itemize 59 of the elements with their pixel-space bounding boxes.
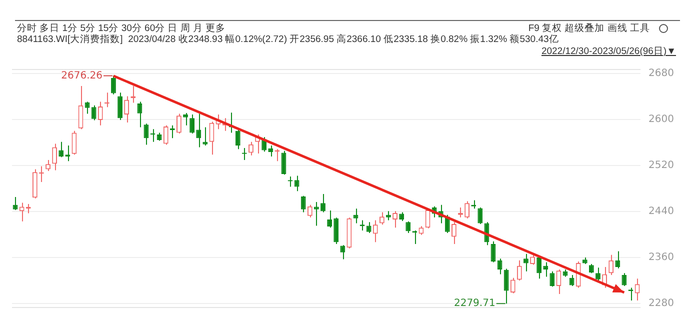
- text: F9 复权 超级叠加 画线 工具: [528, 22, 650, 34]
- candlestick: [615, 250, 620, 269]
- candlestick: [504, 268, 509, 304]
- candlestick: [196, 113, 202, 148]
- candlestick: [52, 143, 58, 171]
- text: 分时 多日 1分 5分 15分 30分 60分 日 周 月 更多: [17, 22, 226, 34]
- y-tick-label: 2360: [648, 252, 674, 264]
- candlestick: [84, 101, 90, 114]
- text: 2022/12/30-2023/05/26(96日)▼: [541, 45, 676, 58]
- candlestick: [320, 194, 326, 213]
- candlestick: [163, 124, 168, 146]
- candlestick: [569, 274, 574, 286]
- candlestick: [235, 128, 240, 150]
- candlestick: [334, 217, 339, 244]
- candlestick: [72, 130, 77, 156]
- candlestick: [137, 101, 142, 128]
- candlestick: [596, 267, 600, 283]
- candlestick: [202, 126, 208, 146]
- candlestick: [183, 112, 188, 126]
- candlestick: [91, 104, 96, 121]
- candlestick: [300, 195, 306, 213]
- candlestick: [366, 222, 372, 234]
- candlestick: [248, 141, 254, 156]
- candlestick: [58, 141, 64, 158]
- candlestick: [510, 277, 516, 294]
- candlestick: [32, 168, 38, 199]
- candlestick: [176, 113, 182, 134]
- y-tick-label: 2440: [648, 206, 674, 218]
- y-tick-label: 2600: [648, 114, 674, 126]
- candlestick: [124, 96, 130, 123]
- y-tick-label: 2680: [648, 68, 674, 80]
- candlestick: [550, 270, 555, 288]
- candlestick: [516, 260, 522, 281]
- candlestick: [118, 92, 122, 120]
- candlestick: [307, 204, 312, 218]
- candlestick: [294, 175, 300, 192]
- candlestick: [524, 253, 528, 272]
- candlestick: [209, 121, 214, 156]
- candlestick: [327, 210, 332, 228]
- text: 8841163.WI[大消费指数] 2023/04/28 收2348.93 幅0.12%(2.72) 开2356.95 高2366.10 低2335.18 换0.82% 振1.32% 额530.43亿: [17, 33, 559, 46]
- candlestick: [46, 160, 50, 172]
- annotation: 2279.71: [454, 298, 496, 310]
- candlestick: [379, 212, 384, 226]
- annotation: 2676.26: [61, 70, 102, 82]
- y-tick-label: 2520: [648, 160, 674, 172]
- candlestick: [111, 75, 116, 95]
- candlestick: [543, 262, 548, 278]
- candlestick: [386, 210, 391, 221]
- candlestick: [464, 200, 470, 219]
- candlestick: [98, 101, 103, 126]
- candlestick: [451, 222, 456, 244]
- candlestick: [268, 144, 274, 157]
- candlestick: [372, 220, 378, 243]
- candlestick: [478, 206, 483, 224]
- candlestick: [190, 114, 195, 134]
- candlestick: [340, 244, 346, 260]
- candlestick: [608, 254, 614, 276]
- candlestick: [406, 220, 411, 234]
- y-tick-label: 2280: [648, 298, 674, 309]
